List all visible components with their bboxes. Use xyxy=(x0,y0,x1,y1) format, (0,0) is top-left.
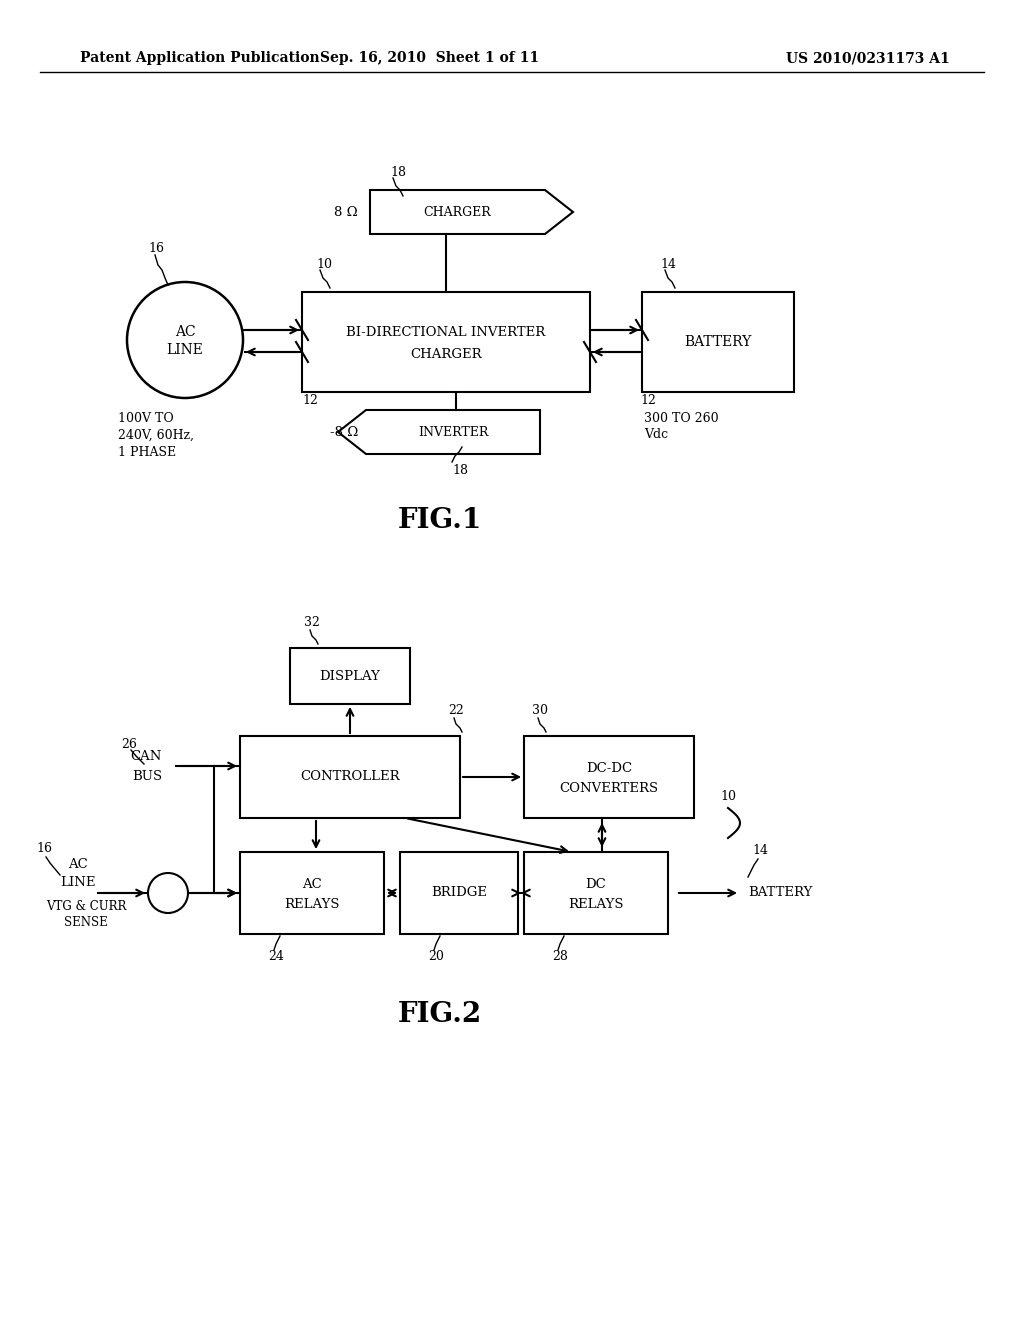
Text: 10: 10 xyxy=(720,789,736,803)
Text: CAN: CAN xyxy=(131,750,162,763)
Circle shape xyxy=(148,873,188,913)
Polygon shape xyxy=(338,411,540,454)
Text: BATTERY: BATTERY xyxy=(684,335,752,348)
Text: RELAYS: RELAYS xyxy=(285,898,340,911)
Text: 26: 26 xyxy=(121,738,137,751)
Text: AC: AC xyxy=(69,858,88,871)
Bar xyxy=(524,851,668,935)
Text: DISPLAY: DISPLAY xyxy=(319,669,381,682)
Text: 30: 30 xyxy=(532,704,548,717)
Text: 14: 14 xyxy=(660,257,676,271)
Text: DC: DC xyxy=(586,878,606,891)
Text: 24: 24 xyxy=(268,949,284,962)
Bar xyxy=(240,851,384,935)
Text: CONTROLLER: CONTROLLER xyxy=(300,771,399,784)
Text: AC: AC xyxy=(302,878,322,891)
Text: -8 Ω: -8 Ω xyxy=(330,425,358,438)
Bar xyxy=(290,648,410,704)
Text: Patent Application Publication: Patent Application Publication xyxy=(80,51,319,65)
Text: 18: 18 xyxy=(390,165,406,178)
Text: 14: 14 xyxy=(752,845,768,858)
Text: 32: 32 xyxy=(304,615,319,628)
Text: 1 PHASE: 1 PHASE xyxy=(118,446,176,458)
Text: AC: AC xyxy=(175,325,196,339)
Text: 16: 16 xyxy=(148,242,164,255)
Text: 12: 12 xyxy=(640,393,656,407)
Text: US 2010/0231173 A1: US 2010/0231173 A1 xyxy=(786,51,950,65)
Text: BATTERY: BATTERY xyxy=(748,887,812,899)
Text: 16: 16 xyxy=(36,842,52,855)
Text: 28: 28 xyxy=(552,949,568,962)
Text: VTG & CURR: VTG & CURR xyxy=(46,900,126,913)
Text: Vdc: Vdc xyxy=(644,429,668,441)
Text: LINE: LINE xyxy=(167,343,204,356)
Bar xyxy=(400,851,518,935)
Circle shape xyxy=(127,282,243,399)
Text: 18: 18 xyxy=(452,463,468,477)
Text: INVERTER: INVERTER xyxy=(418,425,488,438)
Text: Sep. 16, 2010  Sheet 1 of 11: Sep. 16, 2010 Sheet 1 of 11 xyxy=(321,51,540,65)
Text: DC-DC: DC-DC xyxy=(586,762,632,775)
Text: 22: 22 xyxy=(449,704,464,717)
Text: 8 Ω: 8 Ω xyxy=(335,206,358,219)
Text: BUS: BUS xyxy=(132,770,162,783)
Text: 12: 12 xyxy=(302,393,317,407)
Text: FIG.2: FIG.2 xyxy=(398,1001,482,1027)
Text: 100V TO: 100V TO xyxy=(118,412,174,425)
Text: CHARGER: CHARGER xyxy=(423,206,490,219)
Bar xyxy=(524,737,694,818)
Bar xyxy=(302,292,590,392)
Text: CHARGER: CHARGER xyxy=(411,347,482,360)
Text: 240V, 60Hz,: 240V, 60Hz, xyxy=(118,429,194,441)
Text: FIG.1: FIG.1 xyxy=(398,507,482,533)
Text: 20: 20 xyxy=(428,949,443,962)
Text: CONVERTERS: CONVERTERS xyxy=(559,781,658,795)
Bar xyxy=(642,292,794,392)
Text: BI-DIRECTIONAL INVERTER: BI-DIRECTIONAL INVERTER xyxy=(346,326,546,338)
Text: 300 TO 260: 300 TO 260 xyxy=(644,412,719,425)
Text: 10: 10 xyxy=(316,257,332,271)
Text: RELAYS: RELAYS xyxy=(568,898,624,911)
Text: LINE: LINE xyxy=(60,876,96,890)
Polygon shape xyxy=(370,190,573,234)
Text: SENSE: SENSE xyxy=(65,916,108,929)
Text: BRIDGE: BRIDGE xyxy=(431,887,487,899)
Bar xyxy=(240,737,460,818)
